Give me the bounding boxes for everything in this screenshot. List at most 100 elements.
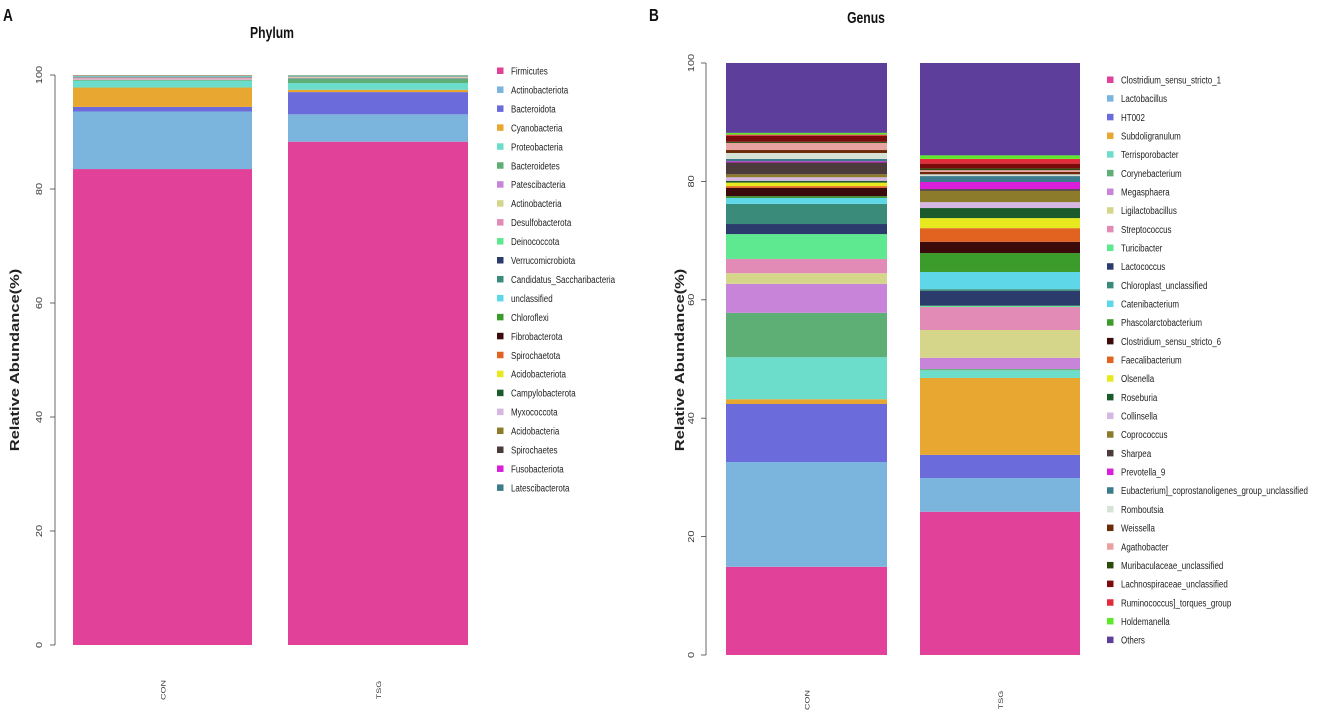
legend-label: Lactobacillus <box>1121 93 1167 104</box>
legend-label: Corynebacterium <box>1121 168 1182 179</box>
legend-item-megasphaera: Megasphaera <box>1107 187 1170 198</box>
y-tick-label: 20 <box>687 530 696 543</box>
legend-item-spirochaetes: Spirochaetes <box>497 444 558 456</box>
legend-item-cyanobacteria: Cyanobacteria <box>497 122 563 134</box>
bar-segment-con-chloroplast-unclassified <box>726 203 887 225</box>
bar-segment-tsg-chloroplast-unclassified <box>920 289 1080 291</box>
bar-segment-con-muribaculaceae-unclassified <box>726 141 887 143</box>
legend-label: Spirochaetes <box>511 444 558 455</box>
legend-item-desulfobacterota: Desulfobacterota <box>497 217 572 228</box>
legend-item-weissella: Weissella <box>1107 523 1156 534</box>
legend-swatch <box>497 389 504 397</box>
legend-label: Phascolarctobacterium <box>1121 317 1202 328</box>
legend-swatch <box>497 484 504 491</box>
bar-segment-con-megasphaera <box>726 283 887 313</box>
chart-title: Phylum <box>250 24 294 42</box>
legend-swatch <box>1107 244 1114 252</box>
legend-item-olsenella: Olsenella <box>1107 373 1155 384</box>
legend-label: Latescibacterota <box>511 482 570 493</box>
bar-segment-tsg-holdemanella <box>920 155 1080 159</box>
legend-label: Megasphaera <box>1121 187 1170 198</box>
legend-swatch <box>1107 636 1114 644</box>
bar-segment-con-desulfobacterota <box>73 77 252 79</box>
legend-label: Eubacterium]_coprostanoligenes_group_unc… <box>1121 485 1308 496</box>
panel-a-phylum-chart: A Phylum CON TSG 0 20 40 60 80 100 Relative Abunda… <box>3 6 616 700</box>
legend-item-acidobacteriota: Acidobacteriota <box>497 369 567 380</box>
y-tick-label: 40 <box>35 410 44 423</box>
legend-swatch <box>1107 617 1114 625</box>
bar-segment-tsg-actinobacteriota <box>288 114 468 142</box>
bar-segment-con-turicibacter <box>726 234 887 259</box>
bar-segment-tsg-clostridium-sensu-stricto-6 <box>920 241 1080 254</box>
legend-label: Fusobacteriota <box>511 463 564 474</box>
legend: Firmicutes Actinobacteriota Bacteroidota Cy… <box>497 65 616 494</box>
bar-segment-tsg-eubacterium-coprostanoligenes-group-unclassified <box>920 176 1080 182</box>
stacked-bar-tsg <box>920 63 1080 655</box>
y-axis: 0 20 40 60 80 100 <box>35 65 56 648</box>
bar-segment-tsg-weissella <box>920 171 1080 175</box>
legend-item-corynebacterium: Corynebacterium <box>1107 168 1182 179</box>
legend-item-ruminococcus-torques-group: Ruminococcus]_torques_group <box>1107 597 1231 609</box>
bar-segment-con-lactobacillus <box>726 462 887 567</box>
legend-item-agathobacter: Agathobacter <box>1107 541 1168 553</box>
legend-item-coprococcus: Coprococcus <box>1107 429 1168 440</box>
bar-segment-tsg-actinobacteria <box>288 77 468 78</box>
bar-segment-tsg-desulfobacterota <box>288 76 468 78</box>
bar-segment-con-actinobacteria <box>73 78 252 80</box>
legend-label: Myxococcota <box>511 407 558 418</box>
legend-item-phascolarctobacterium: Phascolarctobacterium <box>1107 317 1202 328</box>
legend-swatch <box>1107 599 1114 606</box>
legend-label: Fibrobacterota <box>511 331 563 342</box>
bar-segment-con-ht002 <box>726 403 887 463</box>
bar-segment-tsg-catenibacterium <box>920 271 1080 290</box>
legend-swatch <box>497 86 504 93</box>
legend-item-roseburia: Roseburia <box>1107 392 1158 403</box>
legend-swatch <box>1107 449 1114 457</box>
legend-item-myxococcota: Myxococcota <box>497 407 558 418</box>
legend-item-collinsella: Collinsella <box>1107 411 1158 422</box>
legend-swatch <box>1107 524 1114 532</box>
legend-label: Weissella <box>1121 523 1156 534</box>
legend-item-ht002: HT002 <box>1107 112 1145 123</box>
bar-segment-tsg-proteobacteria <box>288 82 468 90</box>
legend-swatch <box>1107 412 1114 420</box>
legend-item-fibrobacterota: Fibrobacterota <box>497 331 563 342</box>
legend-item-unclassified: unclassified <box>497 293 553 304</box>
bar-segment-tsg-turicibacter <box>920 305 1080 307</box>
bar-segment-con-firmicutes <box>73 169 252 646</box>
legend-label: Chloroplast_unclassified <box>1121 280 1207 291</box>
bar-segment-con-weissella <box>726 150 887 153</box>
legend-swatch <box>1107 543 1114 550</box>
legend-swatch <box>1107 169 1114 177</box>
legend-swatch <box>497 143 504 150</box>
bar-segment-tsg-lactococcus <box>920 290 1080 306</box>
legend-item-spirochaetota: Spirochaetota <box>497 350 561 361</box>
legend-swatch <box>497 408 504 416</box>
legend-item-actinobacteria: Actinobacteria <box>497 198 562 209</box>
bar-segment-con-bacteroidetes <box>73 79 252 81</box>
stacked-bar-con <box>726 63 887 655</box>
legend-item-firmicutes: Firmicutes <box>497 65 548 77</box>
bar-segment-tsg-cyanobacteria <box>288 89 468 93</box>
bar-segment-tsg-olsenella <box>920 218 1080 229</box>
legend-label: Holdemanella <box>1121 616 1170 627</box>
bar-segment-tsg-corynebacterium <box>920 369 1080 371</box>
legend-item-terrisporobacter: Terrisporobacter <box>1107 149 1179 160</box>
legend-label: Others <box>1121 635 1145 646</box>
y-tick-label: 20 <box>35 524 44 537</box>
legend-swatch <box>1107 487 1114 494</box>
bar-segment-con-bacteroidota <box>73 106 252 112</box>
legend-swatch <box>497 200 504 207</box>
bar-segment-tsg-others <box>920 63 1080 156</box>
panel-label: B <box>649 6 659 25</box>
bar-segment-con-others <box>726 63 887 133</box>
legend-swatch <box>1107 393 1114 401</box>
y-tick-label: 80 <box>35 182 44 195</box>
legend-item-bacteroidetes: Bacteroidetes <box>497 160 560 172</box>
legend-item-acidobacteria: Acidobacteria <box>497 426 560 437</box>
bar-segment-con-subdoligranulum <box>726 399 887 404</box>
bar-segment-tsg-bacteroidetes <box>288 78 468 83</box>
legend-swatch <box>497 162 504 169</box>
legend-swatch <box>1107 188 1114 196</box>
bar-segment-tsg-megasphaera <box>920 357 1080 370</box>
